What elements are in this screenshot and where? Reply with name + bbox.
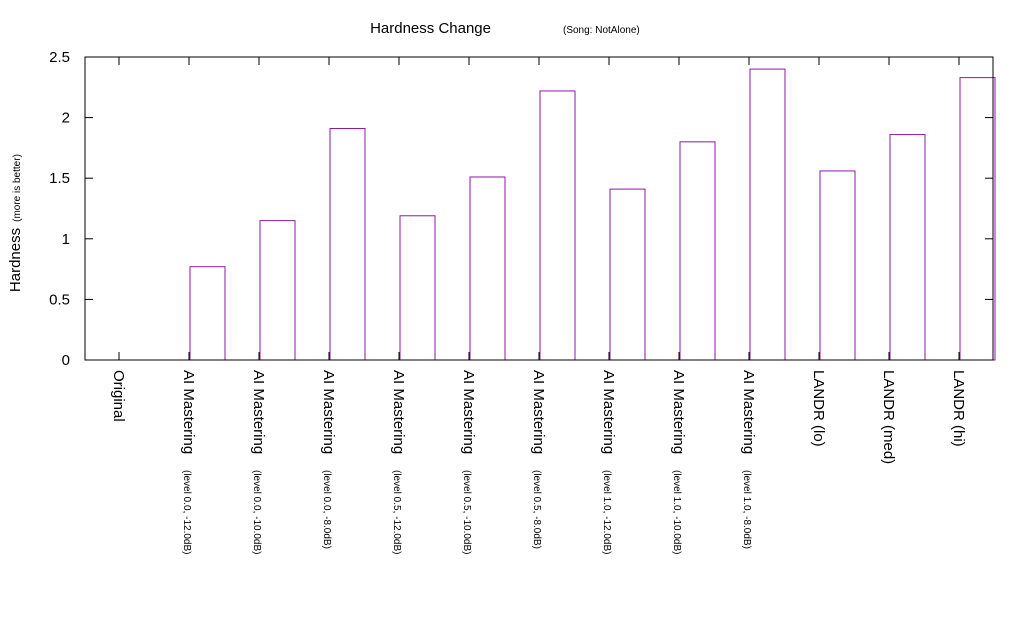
category-label-main: AI Mastering (250, 370, 267, 454)
category-label: AI Mastering (level 0.0, -10.0dB) (250, 370, 267, 555)
category-label-main: AI Mastering (670, 370, 687, 454)
y-axis-label: Hardness (7, 228, 24, 292)
category-label: AI Mastering (level 1.0, -8.0dB) (740, 370, 757, 549)
category-label-main: Original (110, 370, 127, 422)
y-tick-label: 0 (62, 352, 70, 369)
category-label-note: (level 0.0, -12.0dB) (181, 470, 192, 555)
y-tick-label: 1 (62, 231, 70, 248)
bars (118, 57, 996, 361)
category-label-main: AI Mastering (600, 370, 617, 454)
category-label-main: AI Mastering (460, 370, 477, 454)
bar (609, 188, 646, 361)
category-label-note: (level 0.5, -12.0dB) (391, 470, 402, 555)
category-label-main: AI Mastering (320, 370, 337, 454)
bar (959, 77, 996, 361)
bar (679, 141, 716, 361)
bar (329, 128, 366, 361)
category-label-main: AI Mastering (180, 370, 197, 454)
y-axis-ticks: 0 0.5 1 1.5 2 2.5 (49, 49, 993, 369)
category-label-note: (level 0.0, -10.0dB) (251, 470, 262, 555)
category-label: LANDR (lo) (810, 370, 827, 447)
category-label: AI Mastering (level 0.5, -12.0dB) (390, 370, 407, 555)
category-label-main: LANDR (hi) (950, 370, 967, 447)
bar (539, 90, 576, 361)
category-label-main: AI Mastering (740, 370, 757, 454)
category-label-main: AI Mastering (390, 370, 407, 454)
y-tick-label: 2 (62, 110, 70, 127)
bar (189, 266, 226, 361)
category-label: AI Mastering (level 0.5, -8.0dB) (530, 370, 547, 549)
category-label-main: AI Mastering (530, 370, 547, 454)
plot-frame (84, 56, 994, 361)
category-label-main: LANDR (lo) (810, 370, 827, 447)
category-label-note: (level 0.0, -8.0dB) (321, 470, 332, 549)
category-label-note: (level 1.0, -10.0dB) (671, 470, 682, 555)
bar (749, 68, 786, 361)
category-label-note: (level 1.0, -8.0dB) (741, 470, 752, 549)
category-label: AI Mastering (level 0.0, -12.0dB) (180, 370, 197, 555)
category-label-main: LANDR (med) (880, 370, 897, 464)
category-label-note: (level 1.0, -12.0dB) (601, 470, 612, 555)
category-label: Original (110, 370, 127, 422)
category-label: AI Mastering (level 1.0, -10.0dB) (670, 370, 687, 555)
y-tick-label: 0.5 (49, 291, 70, 308)
category-label: AI Mastering (level 1.0, -12.0dB) (600, 370, 617, 555)
y-tick-label: 2.5 (49, 49, 70, 66)
chart-subtitle: (Song: NotAlone) (563, 25, 640, 36)
chart-title: Hardness Change (370, 20, 491, 37)
bar (819, 170, 856, 361)
category-label: AI Mastering (level 0.0, -8.0dB) (320, 370, 337, 549)
y-tick-label: 1.5 (49, 170, 70, 187)
category-label: AI Mastering (level 0.5, -10.0dB) (460, 370, 477, 555)
bar (889, 134, 926, 361)
category-label-note: (level 0.5, -10.0dB) (461, 470, 472, 555)
category-label-note: (level 0.5, -8.0dB) (531, 470, 542, 549)
y-axis-label-note: (more is better) (12, 154, 23, 222)
category-label: LANDR (hi) (950, 370, 967, 447)
bar (259, 220, 296, 361)
category-label: LANDR (med) (880, 370, 897, 464)
bar (399, 215, 436, 361)
bar (469, 176, 506, 361)
x-axis-category-labels: Original AI Mastering (level 0.0, -12.0dB)… (110, 370, 967, 555)
